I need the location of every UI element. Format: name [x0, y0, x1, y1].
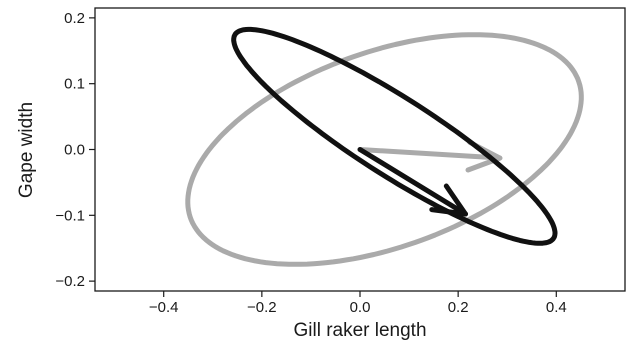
x-tick-label: −0.2: [247, 299, 277, 316]
series-1-arrow-shaft: [357, 147, 469, 217]
x-tick-label: 0.4: [546, 299, 567, 316]
y-axis-ticks: −0.2 −0.1 0.0 0.1 0.2: [55, 10, 95, 290]
y-axis-label: Gape width: [16, 102, 37, 198]
series-0-ellipse: [185, 32, 584, 267]
y-tick-label: 0.0: [64, 142, 85, 159]
x-axis-label: Gill raker length: [293, 320, 426, 341]
x-axis-ticks: −0.4 −0.2 0.0 0.2 0.4: [149, 291, 567, 316]
x-tick-label: 0.2: [448, 299, 469, 316]
y-tick-label: 0.1: [64, 76, 85, 93]
x-tick-label: 0.0: [350, 299, 371, 316]
series-layer: [185, 26, 584, 267]
series-1-ellipse: [231, 26, 558, 246]
y-tick-label: −0.1: [55, 207, 85, 224]
series-1-arrow-head: [429, 183, 468, 217]
y-tick-label: −0.2: [55, 273, 85, 290]
x-tick-label: −0.4: [149, 299, 179, 316]
y-tick-label: 0.2: [64, 10, 85, 27]
series-0-arrow-shaft: [357, 147, 503, 161]
